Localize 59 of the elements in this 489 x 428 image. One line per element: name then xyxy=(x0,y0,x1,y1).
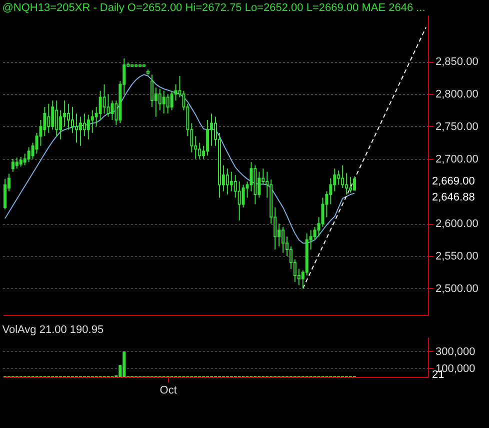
candlestick xyxy=(78,116,82,146)
candlestick xyxy=(98,90,102,120)
candlestick xyxy=(238,181,241,221)
candlestick xyxy=(242,184,245,208)
candlestick xyxy=(313,226,316,240)
line-series xyxy=(4,74,356,244)
candlestick xyxy=(67,103,70,130)
candlestick xyxy=(258,171,261,198)
candlestick xyxy=(15,157,18,170)
y-tick-label: 2,700.00 xyxy=(436,153,478,166)
candlestick xyxy=(63,100,66,127)
y-tick-label: 2,750.00 xyxy=(436,120,478,133)
y-tick-label: 2,800.00 xyxy=(436,88,478,101)
text: 2,669.00 xyxy=(432,176,475,188)
chart-title: @NQH13=205XR - Daily O=2652.00 Hi=2672.75 Lo=2652.00 L=2669.00 MAE 2646 ... xyxy=(2,2,426,14)
candlestick xyxy=(150,74,154,108)
candlestick xyxy=(333,168,336,192)
chart-title: VolAvg 21.00 190.95 xyxy=(2,324,104,336)
candlestick xyxy=(23,153,26,166)
candlestick xyxy=(282,226,285,254)
candlestick xyxy=(55,100,58,137)
candlestick xyxy=(341,164,344,188)
candlestick xyxy=(158,88,162,111)
line-series xyxy=(302,26,427,289)
candlestick xyxy=(43,106,46,137)
candlestick xyxy=(170,90,174,111)
candlestick xyxy=(230,171,233,192)
y-tick-label: 2,550.00 xyxy=(436,250,478,263)
candlestick xyxy=(59,110,62,140)
candlestick xyxy=(337,170,340,186)
candlestick xyxy=(74,112,78,144)
candlestick xyxy=(11,158,14,172)
y-tick-label: 2,600.00 xyxy=(436,218,478,230)
candlestick xyxy=(86,114,90,140)
candlestick xyxy=(349,176,352,194)
candlestick xyxy=(198,142,202,160)
candlestick xyxy=(27,146,30,163)
y-tick-label: 2,500.00 xyxy=(436,282,478,295)
candlestick xyxy=(71,106,74,134)
candlestick xyxy=(226,168,229,195)
candlestick xyxy=(206,119,210,156)
candlestick xyxy=(353,176,356,190)
candlestick xyxy=(90,110,94,134)
bar xyxy=(122,351,126,377)
text: 2,646.88 xyxy=(432,192,475,204)
candlestick xyxy=(51,100,54,130)
y-tick-label: 2,850.00 xyxy=(436,56,478,68)
candlestick xyxy=(82,112,86,137)
candlestick xyxy=(102,84,106,114)
candlestick xyxy=(106,94,110,118)
candlestick xyxy=(166,94,170,114)
candlestick xyxy=(345,172,348,195)
y-tick-label: 300,000 xyxy=(436,346,476,358)
candlestick xyxy=(47,103,50,134)
candlestick xyxy=(329,178,332,205)
candlestick xyxy=(162,90,166,114)
x-tick-label: Oct xyxy=(160,384,177,396)
candlestick xyxy=(19,156,22,168)
candlestick xyxy=(3,178,6,210)
